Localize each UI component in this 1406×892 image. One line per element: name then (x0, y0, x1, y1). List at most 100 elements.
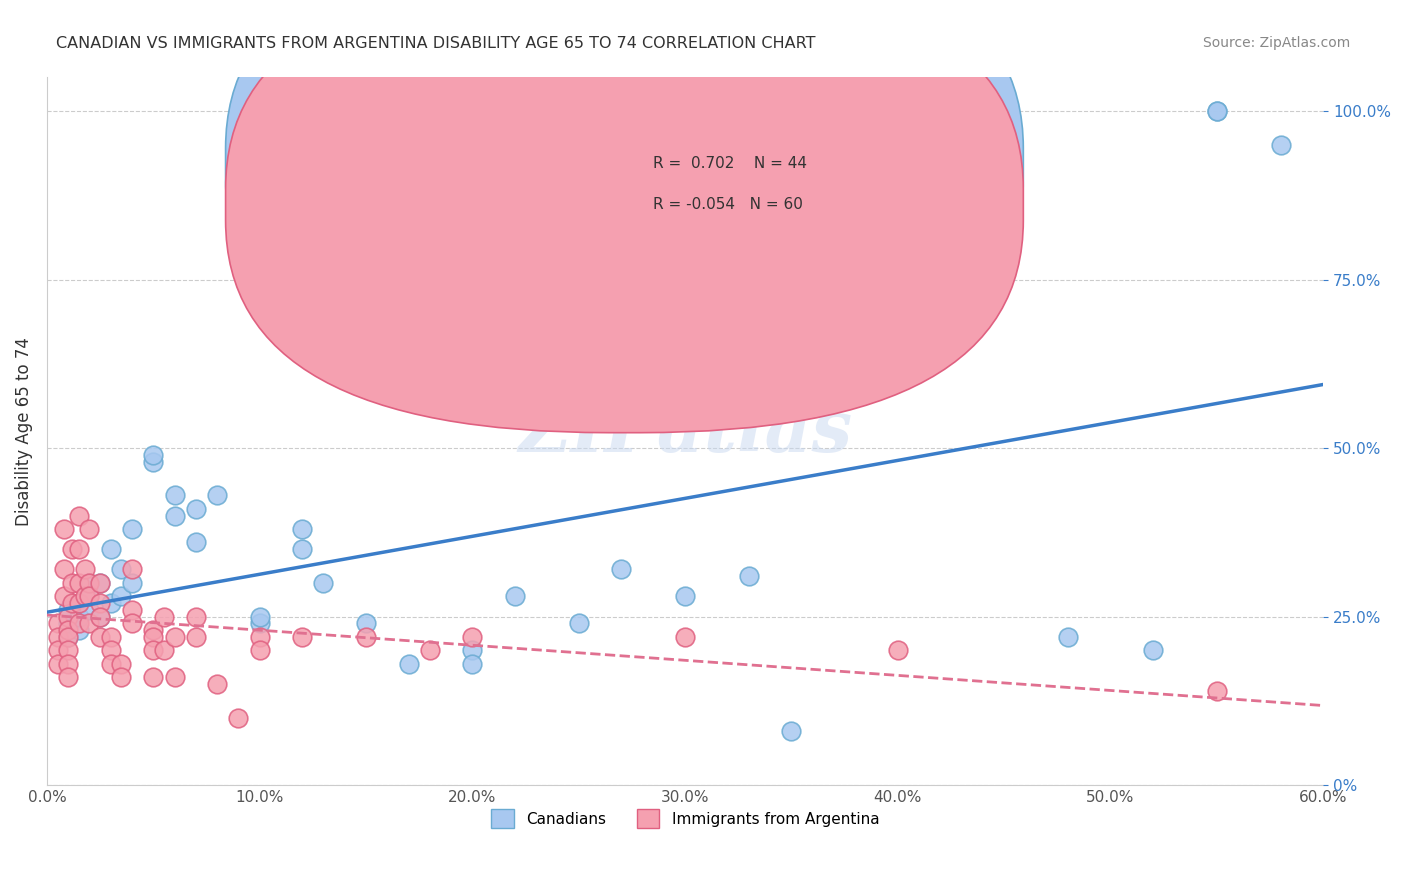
Point (89, 630, 111, 644)
Point (56, 603, 79, 617)
Point (738, 569, 761, 583)
Point (100, 643, 122, 657)
Point (673, 590, 696, 604)
Legend: Canadians, Immigrants from Argentina: Canadians, Immigrants from Argentina (485, 803, 886, 834)
Point (46, 657, 69, 671)
Point (52, 522, 75, 536)
Point (46, 616, 69, 631)
Point (89, 575, 111, 590)
Point (75, 590, 97, 604)
Point (75, 562, 97, 576)
Point (56, 657, 79, 671)
Text: R = -0.054   N = 60: R = -0.054 N = 60 (654, 197, 803, 212)
Point (46, 630, 69, 644)
Point (67, 508, 90, 523)
Point (67, 596, 90, 610)
Point (100, 542, 122, 557)
Point (62, 575, 84, 590)
Point (79, 590, 101, 604)
Point (142, 670, 165, 684)
Point (142, 623, 165, 637)
Point (184, 609, 207, 624)
Point (121, 616, 143, 631)
Point (249, 643, 271, 657)
Point (142, 448, 165, 462)
Point (89, 609, 111, 624)
Point (354, 616, 377, 631)
Point (67, 623, 90, 637)
Point (89, 575, 111, 590)
Point (110, 657, 132, 671)
Point (52, 590, 75, 604)
Point (1057, 630, 1080, 644)
Point (887, 643, 910, 657)
Point (142, 454, 165, 468)
Point (461, 630, 484, 644)
Point (184, 535, 207, 549)
Point (228, 711, 250, 725)
Point (79, 603, 101, 617)
Point (46, 643, 69, 657)
Point (503, 590, 526, 604)
Point (398, 657, 420, 671)
Y-axis label: Disability Age 65 to 74: Disability Age 65 to 74 (15, 337, 32, 525)
Point (291, 522, 314, 536)
Point (1206, 104, 1229, 119)
FancyBboxPatch shape (225, 0, 1024, 433)
Point (56, 623, 79, 637)
Point (291, 542, 314, 557)
Text: ZIPatlas: ZIPatlas (517, 396, 852, 467)
Text: Source: ZipAtlas.com: Source: ZipAtlas.com (1202, 36, 1350, 50)
Text: CANADIAN VS IMMIGRANTS FROM ARGENTINA DISABILITY AGE 65 TO 74 CORRELATION CHART: CANADIAN VS IMMIGRANTS FROM ARGENTINA DI… (56, 36, 815, 51)
Point (62, 542, 84, 557)
Point (62, 596, 84, 610)
Point (56, 630, 79, 644)
Point (142, 630, 165, 644)
Point (205, 677, 228, 691)
Point (56, 609, 79, 624)
Point (110, 670, 132, 684)
Point (184, 630, 207, 644)
Point (110, 562, 132, 576)
Point (205, 488, 228, 502)
Point (121, 522, 143, 536)
Point (153, 609, 176, 624)
Point (163, 670, 186, 684)
Point (79, 575, 101, 590)
Point (67, 596, 90, 610)
FancyBboxPatch shape (583, 127, 890, 240)
Point (67, 609, 90, 624)
Point (163, 630, 186, 644)
Point (79, 590, 101, 604)
Point (79, 522, 101, 536)
Text: R =  0.702    N = 44: R = 0.702 N = 44 (654, 156, 807, 171)
Point (461, 643, 484, 657)
Point (291, 630, 314, 644)
Point (56, 643, 79, 657)
Point (1270, 137, 1292, 152)
Point (461, 657, 484, 671)
Point (100, 630, 122, 644)
Point (121, 603, 143, 617)
Point (100, 596, 122, 610)
Point (100, 657, 122, 671)
Point (184, 501, 207, 516)
Point (110, 590, 132, 604)
Point (1142, 643, 1164, 657)
Point (610, 562, 633, 576)
FancyBboxPatch shape (225, 0, 1024, 392)
Point (79, 575, 101, 590)
Point (67, 542, 90, 557)
Point (56, 616, 79, 631)
Point (249, 609, 271, 624)
Point (780, 724, 803, 739)
Point (1206, 683, 1229, 698)
Point (56, 630, 79, 644)
Point (121, 562, 143, 576)
Point (568, 616, 591, 631)
Point (1206, 104, 1229, 119)
Point (153, 643, 176, 657)
Point (67, 616, 90, 631)
Point (673, 630, 696, 644)
Point (56, 670, 79, 684)
